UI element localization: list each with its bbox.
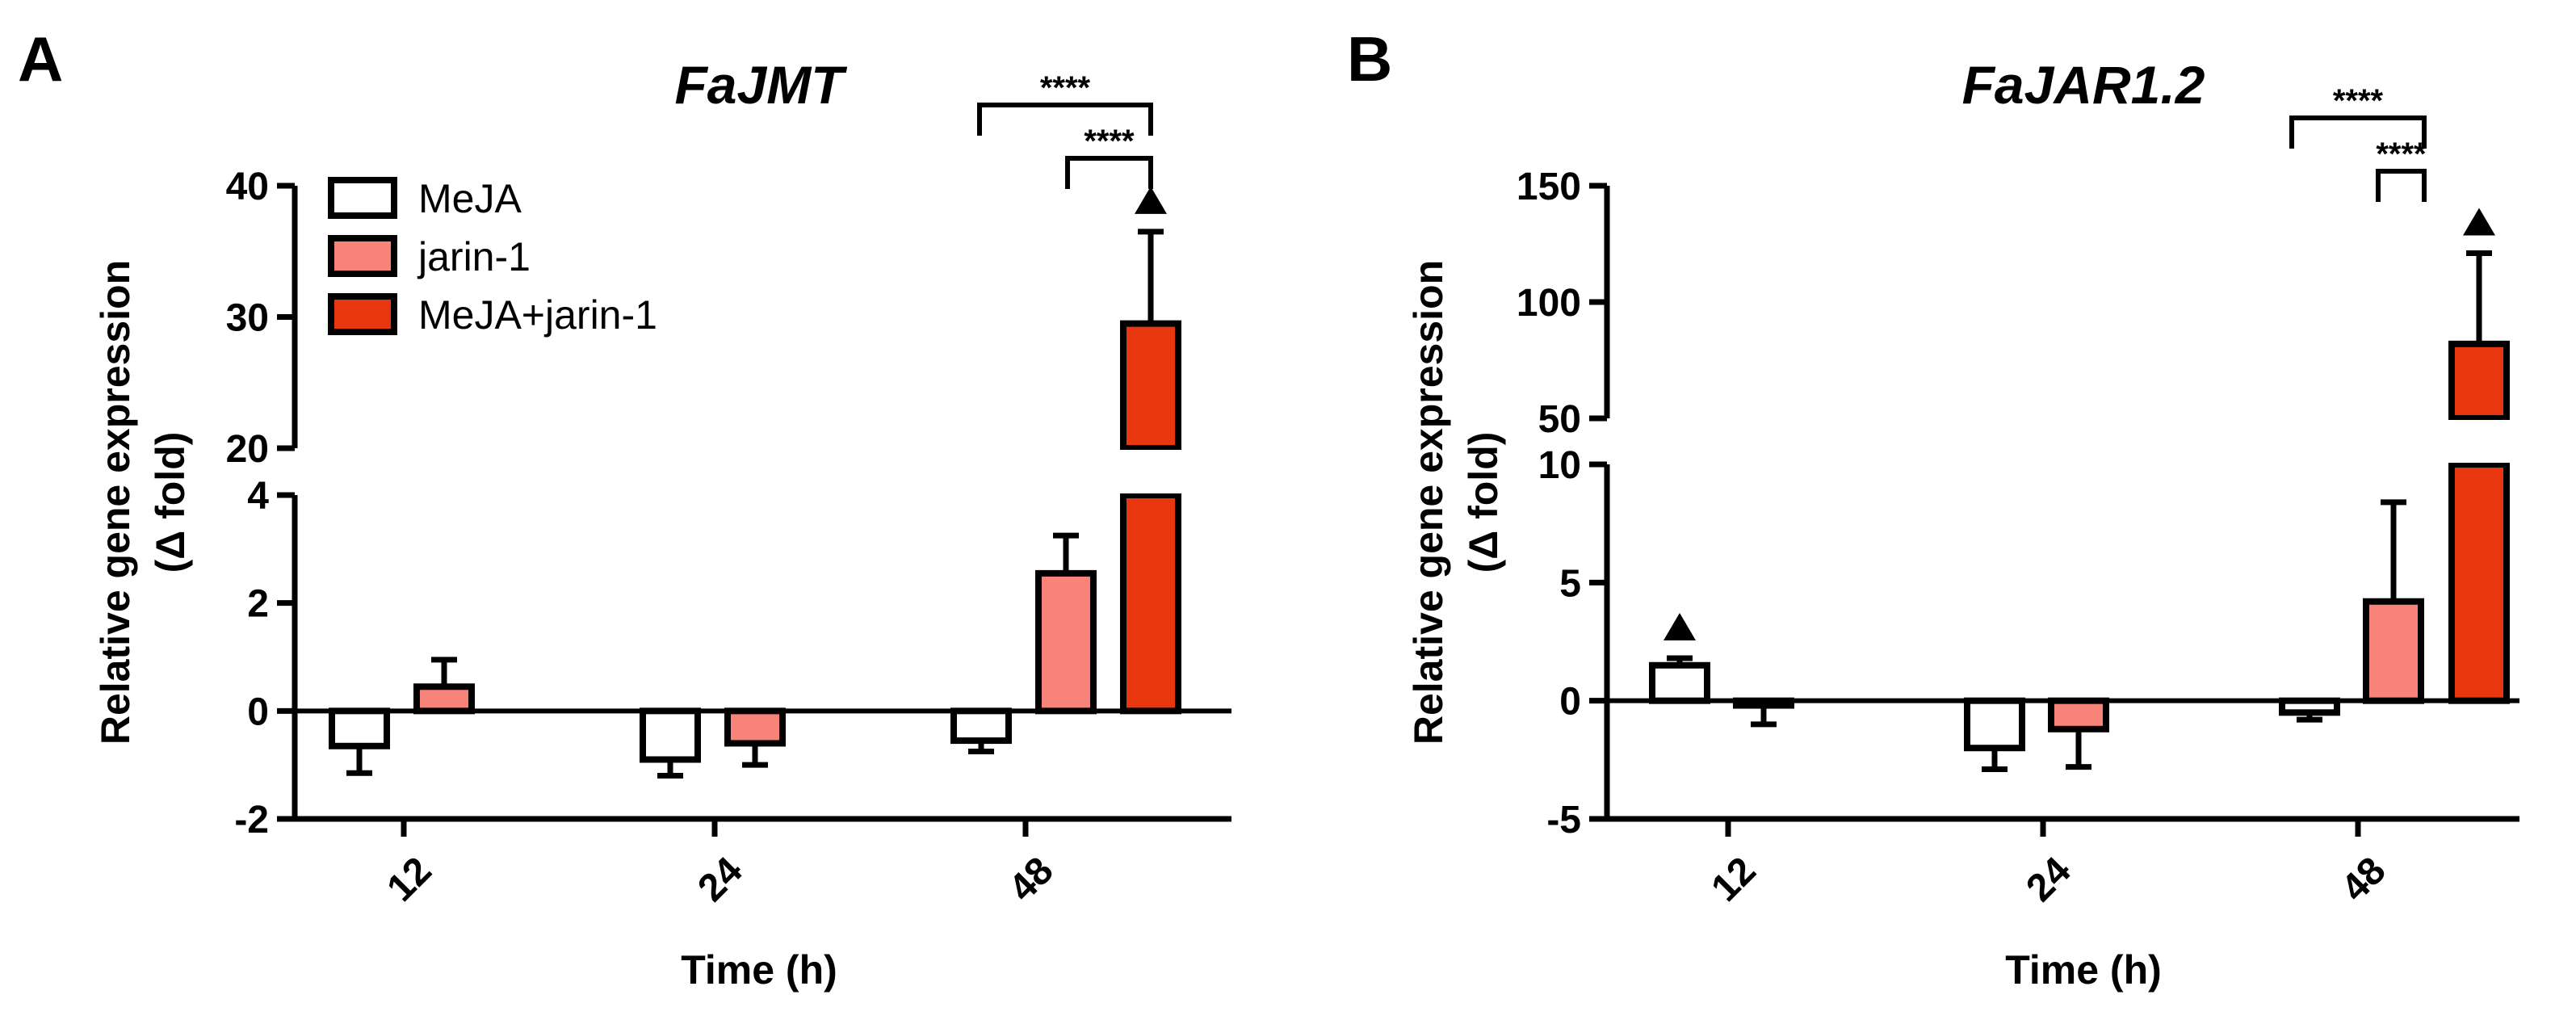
- panel-letter: A: [18, 23, 63, 94]
- bar-meja: [640, 707, 701, 763]
- x-tick-label: 48: [2333, 849, 2393, 909]
- x-tick-label: 48: [1001, 849, 1061, 909]
- significance-triangle-marker: [2463, 208, 2495, 236]
- y-tick-label: 10: [1538, 444, 1581, 487]
- y-tick-label: 0: [247, 690, 269, 733]
- significance-label: ****: [2333, 83, 2384, 119]
- y-axis-label-units: (Δ fold): [1461, 432, 1506, 573]
- axis-break-gap: [1118, 450, 1183, 493]
- chart-title: FaJMT: [674, 55, 847, 115]
- bar-jarin-1: [1733, 697, 1794, 709]
- bar-meja-jarin-1-upper: [2448, 340, 2510, 422]
- y-axis-label-units: (Δ fold): [148, 432, 193, 573]
- y-tick-label: -5: [1546, 799, 1581, 842]
- significance-bracket: [2376, 169, 2427, 202]
- y-tick-label: 150: [1517, 166, 1581, 208]
- significance-triangle-marker: [1135, 186, 1167, 214]
- x-axis-label: Time (h): [681, 947, 837, 993]
- significance-label: ****: [1084, 124, 1135, 159]
- significance-bracket: [977, 103, 1153, 136]
- legend-label: MeJA+jarin-1: [418, 292, 657, 338]
- bar-meja-jarin-1-upper: [1120, 320, 1181, 451]
- bar-meja: [329, 707, 390, 749]
- bar-meja: [1964, 697, 2025, 752]
- bar-meja: [1649, 661, 1710, 704]
- x-tick-label: 24: [690, 849, 750, 909]
- significance-bracket: [1065, 156, 1153, 189]
- bar-meja: [2279, 697, 2340, 716]
- y-axis-label: Relative gene expression: [1406, 260, 1451, 745]
- panel-letter: B: [1347, 23, 1392, 94]
- bar-meja-jarin-1-lower: [2448, 461, 2510, 704]
- significance-label: ****: [1040, 70, 1091, 106]
- x-axis-label: Time (h): [2005, 947, 2162, 993]
- y-tick-label: 100: [1517, 282, 1581, 325]
- chart-panel-a: A FaJMT Relative gene expression (Δ fold) Ti…: [18, 23, 1231, 993]
- x-tick-label: 12: [1703, 849, 1764, 909]
- bar-jarin-1: [2048, 697, 2109, 732]
- significance-label: ****: [2376, 136, 2427, 172]
- legend-swatch-meja-jarin-1: [328, 293, 397, 335]
- y-tick-label: -2: [234, 799, 269, 842]
- chart-title: FaJAR1.2: [1962, 55, 2205, 115]
- significance-triangle-marker: [1663, 612, 1696, 640]
- y-tick-label: 50: [1538, 398, 1581, 441]
- bar-meja: [950, 707, 1012, 745]
- x-tick-label: 12: [379, 849, 439, 909]
- y-tick-label: 0: [1559, 681, 1581, 724]
- y-tick-label: 40: [226, 166, 269, 208]
- chart-panel-b: B FaJAR1.2 Relative gene expression (Δ fold…: [1347, 23, 2519, 993]
- bar-jarin-1: [724, 707, 786, 747]
- y-tick-label: 5: [1559, 562, 1581, 605]
- legend-swatch-meja: [328, 177, 397, 219]
- bar-meja-jarin-1-lower: [1120, 492, 1181, 715]
- legend-label: MeJA: [418, 176, 522, 221]
- y-tick-label: 2: [247, 583, 269, 626]
- bar-jarin-1: [2363, 598, 2424, 704]
- y-tick-label: 20: [226, 428, 269, 471]
- legend-swatch-jarin-1: [328, 235, 397, 277]
- bar-jarin-1: [413, 683, 475, 715]
- y-axis-label: Relative gene expression: [93, 260, 138, 745]
- y-tick-label: 30: [226, 297, 269, 340]
- bar-jarin-1: [1035, 569, 1097, 715]
- y-tick-label: 4: [247, 475, 269, 518]
- x-tick-label: 24: [2018, 849, 2079, 909]
- axis-break-gap: [2447, 420, 2511, 463]
- legend-label: jarin-1: [417, 234, 531, 279]
- significance-bracket: [2289, 115, 2427, 149]
